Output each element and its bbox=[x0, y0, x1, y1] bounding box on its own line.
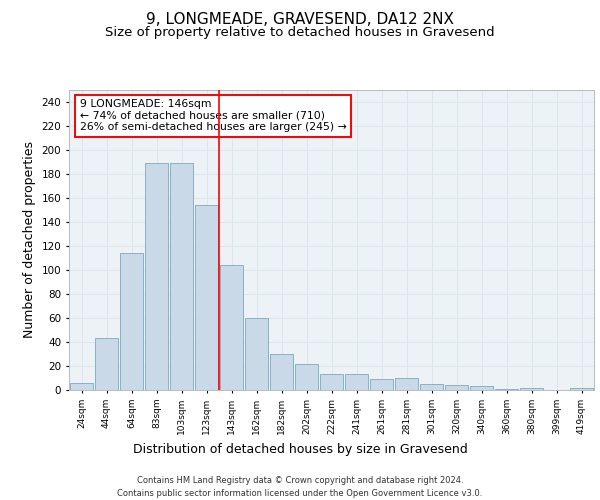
Bar bbox=[344, 374, 368, 390]
Text: Contains public sector information licensed under the Open Government Licence v3: Contains public sector information licen… bbox=[118, 489, 482, 498]
Bar bbox=[569, 388, 593, 390]
Bar bbox=[220, 265, 244, 390]
Bar bbox=[494, 389, 518, 390]
Y-axis label: Number of detached properties: Number of detached properties bbox=[23, 142, 36, 338]
Bar bbox=[470, 386, 493, 390]
Bar bbox=[370, 379, 394, 390]
Bar bbox=[245, 318, 268, 390]
Text: Distribution of detached houses by size in Gravesend: Distribution of detached houses by size … bbox=[133, 442, 467, 456]
Text: 9 LONGMEADE: 146sqm
← 74% of detached houses are smaller (710)
26% of semi-detac: 9 LONGMEADE: 146sqm ← 74% of detached ho… bbox=[79, 99, 346, 132]
Bar bbox=[320, 374, 343, 390]
Bar bbox=[194, 205, 218, 390]
Bar bbox=[269, 354, 293, 390]
Bar bbox=[145, 163, 169, 390]
Bar bbox=[170, 163, 193, 390]
Bar bbox=[119, 253, 143, 390]
Text: Contains HM Land Registry data © Crown copyright and database right 2024.: Contains HM Land Registry data © Crown c… bbox=[137, 476, 463, 485]
Text: 9, LONGMEADE, GRAVESEND, DA12 2NX: 9, LONGMEADE, GRAVESEND, DA12 2NX bbox=[146, 12, 454, 28]
Bar bbox=[295, 364, 319, 390]
Bar bbox=[520, 388, 544, 390]
Text: Size of property relative to detached houses in Gravesend: Size of property relative to detached ho… bbox=[105, 26, 495, 39]
Bar bbox=[395, 378, 418, 390]
Bar bbox=[445, 385, 469, 390]
Bar bbox=[70, 383, 94, 390]
Bar bbox=[95, 338, 118, 390]
Bar bbox=[419, 384, 443, 390]
